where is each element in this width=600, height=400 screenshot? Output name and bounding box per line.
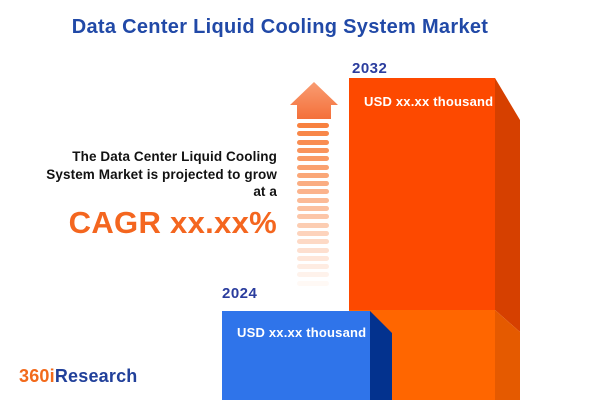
arrow-stripe	[297, 131, 329, 137]
arrow-stripe	[297, 239, 329, 245]
arrow-stripe	[297, 123, 329, 128]
growth-arrow-icon	[290, 82, 338, 119]
growth-arrow-stripes	[297, 123, 329, 289]
logo-suffix: Research	[54, 366, 138, 386]
arrow-stripe	[297, 147, 329, 153]
arrow-stripe	[297, 164, 329, 170]
growth-message: The Data Center Liquid Cooling System Ma…	[16, 148, 277, 240]
arrow-stripe	[297, 230, 329, 236]
logo-360iresearch: 360iResearch	[19, 366, 138, 387]
arrow-stripe	[297, 189, 329, 195]
page-title: Data Center Liquid Cooling System Market	[71, 16, 489, 38]
bar-2032-side-bottom	[495, 310, 520, 400]
bar-value-2032: USD xx.xx thousand	[364, 94, 494, 109]
logo-prefix: 360i	[19, 366, 55, 386]
bar-label-2032: 2032	[352, 60, 388, 77]
arrow-stripe	[297, 181, 329, 187]
growth-message-line-3: at a	[253, 184, 277, 199]
arrow-stripe	[297, 222, 329, 228]
arrow-stripe	[297, 264, 329, 270]
bar-2032	[349, 78, 520, 400]
bar-2032-side-top	[495, 78, 520, 332]
growth-message-line-1: The Data Center Liquid Cooling	[72, 149, 277, 164]
bar-2024	[222, 311, 392, 400]
arrow-stripe	[297, 139, 329, 145]
cagr-text: CAGR xx.xx%	[68, 204, 277, 240]
arrow-stripe	[297, 172, 329, 178]
bar-2024-side	[370, 311, 392, 400]
arrow-stripe	[297, 197, 329, 203]
arrow-stripe	[297, 206, 329, 211]
arrow-stripe	[297, 247, 329, 253]
arrow-stripe	[297, 156, 329, 162]
arrow-stripe	[297, 280, 329, 286]
bar-2024-face	[222, 311, 370, 400]
arrow-stripe	[297, 214, 329, 220]
bar-label-2024: 2024	[222, 285, 258, 302]
growth-message-line-2: System Market is projected to grow	[46, 166, 277, 182]
bar-value-2024: USD xx.xx thousand	[237, 325, 367, 340]
arrow-head-shape	[290, 82, 338, 119]
arrow-stripe	[297, 272, 329, 278]
bar-2032-face-top	[349, 78, 495, 310]
arrow-stripe	[297, 255, 329, 261]
